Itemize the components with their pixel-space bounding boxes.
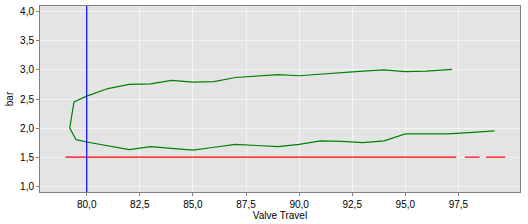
svg-text:3,5: 3,5 xyxy=(20,35,34,46)
svg-text:97,5: 97,5 xyxy=(449,199,469,210)
svg-text:95,0: 95,0 xyxy=(396,199,416,210)
svg-text:1,0: 1,0 xyxy=(20,181,34,192)
svg-text:2,5: 2,5 xyxy=(20,94,34,105)
svg-text:82,5: 82,5 xyxy=(130,199,150,210)
svg-text:85,0: 85,0 xyxy=(183,199,203,210)
svg-text:Valve Travel: Valve Travel xyxy=(253,210,307,221)
svg-text:92,5: 92,5 xyxy=(342,199,362,210)
svg-text:bar: bar xyxy=(4,91,15,106)
svg-text:80,0: 80,0 xyxy=(77,199,97,210)
svg-text:4,0: 4,0 xyxy=(20,6,34,17)
svg-text:90,0: 90,0 xyxy=(289,199,309,210)
svg-text:87,5: 87,5 xyxy=(236,199,256,210)
svg-text:2,0: 2,0 xyxy=(20,123,34,134)
svg-text:3,0: 3,0 xyxy=(20,64,34,75)
svg-text:1,5: 1,5 xyxy=(20,152,34,163)
